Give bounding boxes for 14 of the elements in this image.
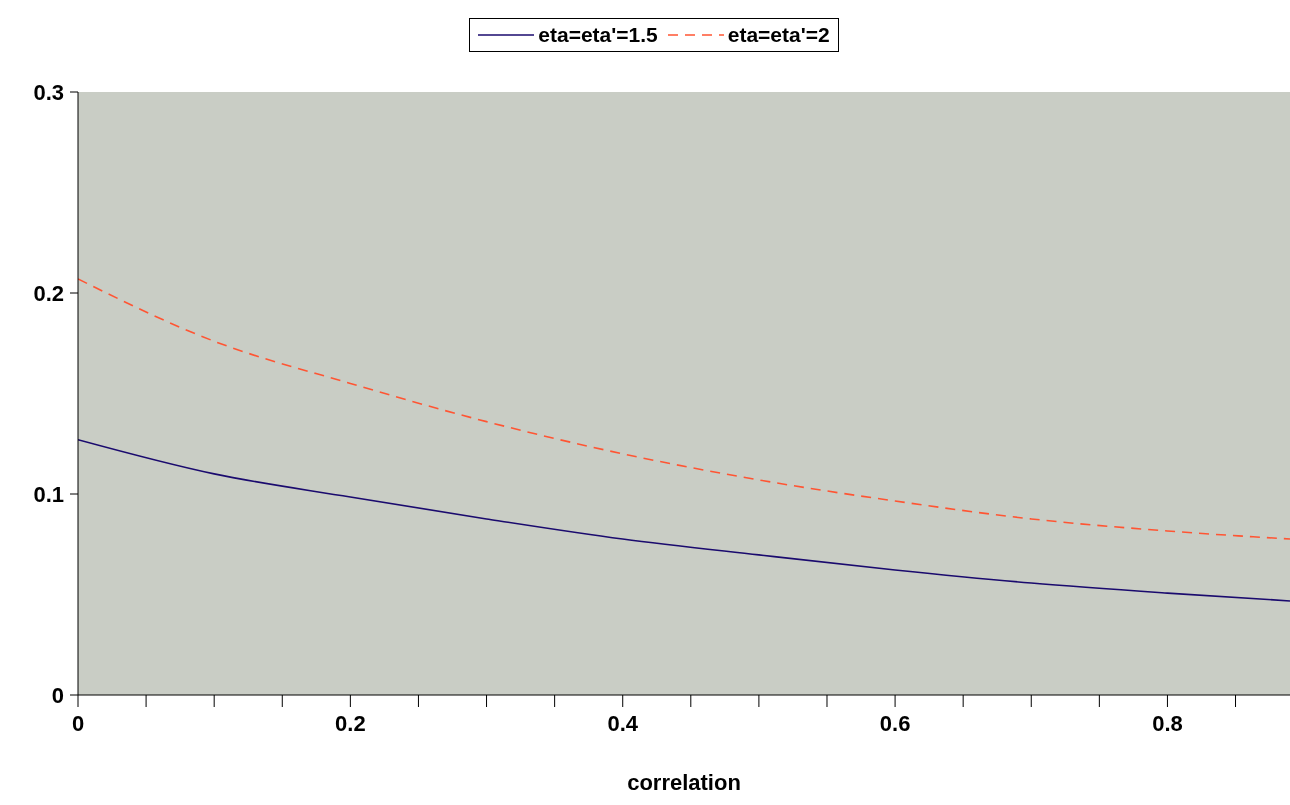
x-tick-label: 0.4 xyxy=(607,711,639,736)
legend-label: eta=eta'=1.5 xyxy=(537,23,658,47)
x-axis-title: correlation xyxy=(627,770,741,795)
line-series xyxy=(78,438,1290,602)
line-series xyxy=(78,278,1290,540)
y-tick-label: 0.3 xyxy=(33,80,64,105)
x-tick-label: 0.2 xyxy=(335,711,366,736)
y-tick-label: 0.1 xyxy=(33,482,64,507)
legend-label: eta=eta'=2 xyxy=(726,23,830,47)
x-tick-label: 0.6 xyxy=(879,711,911,736)
y-tick-label: 0.2 xyxy=(33,281,64,306)
x-tick-label: 0 xyxy=(71,711,85,736)
x-tick-label: 0.8 xyxy=(1152,711,1183,736)
y-tick-label: 0 xyxy=(51,683,64,708)
